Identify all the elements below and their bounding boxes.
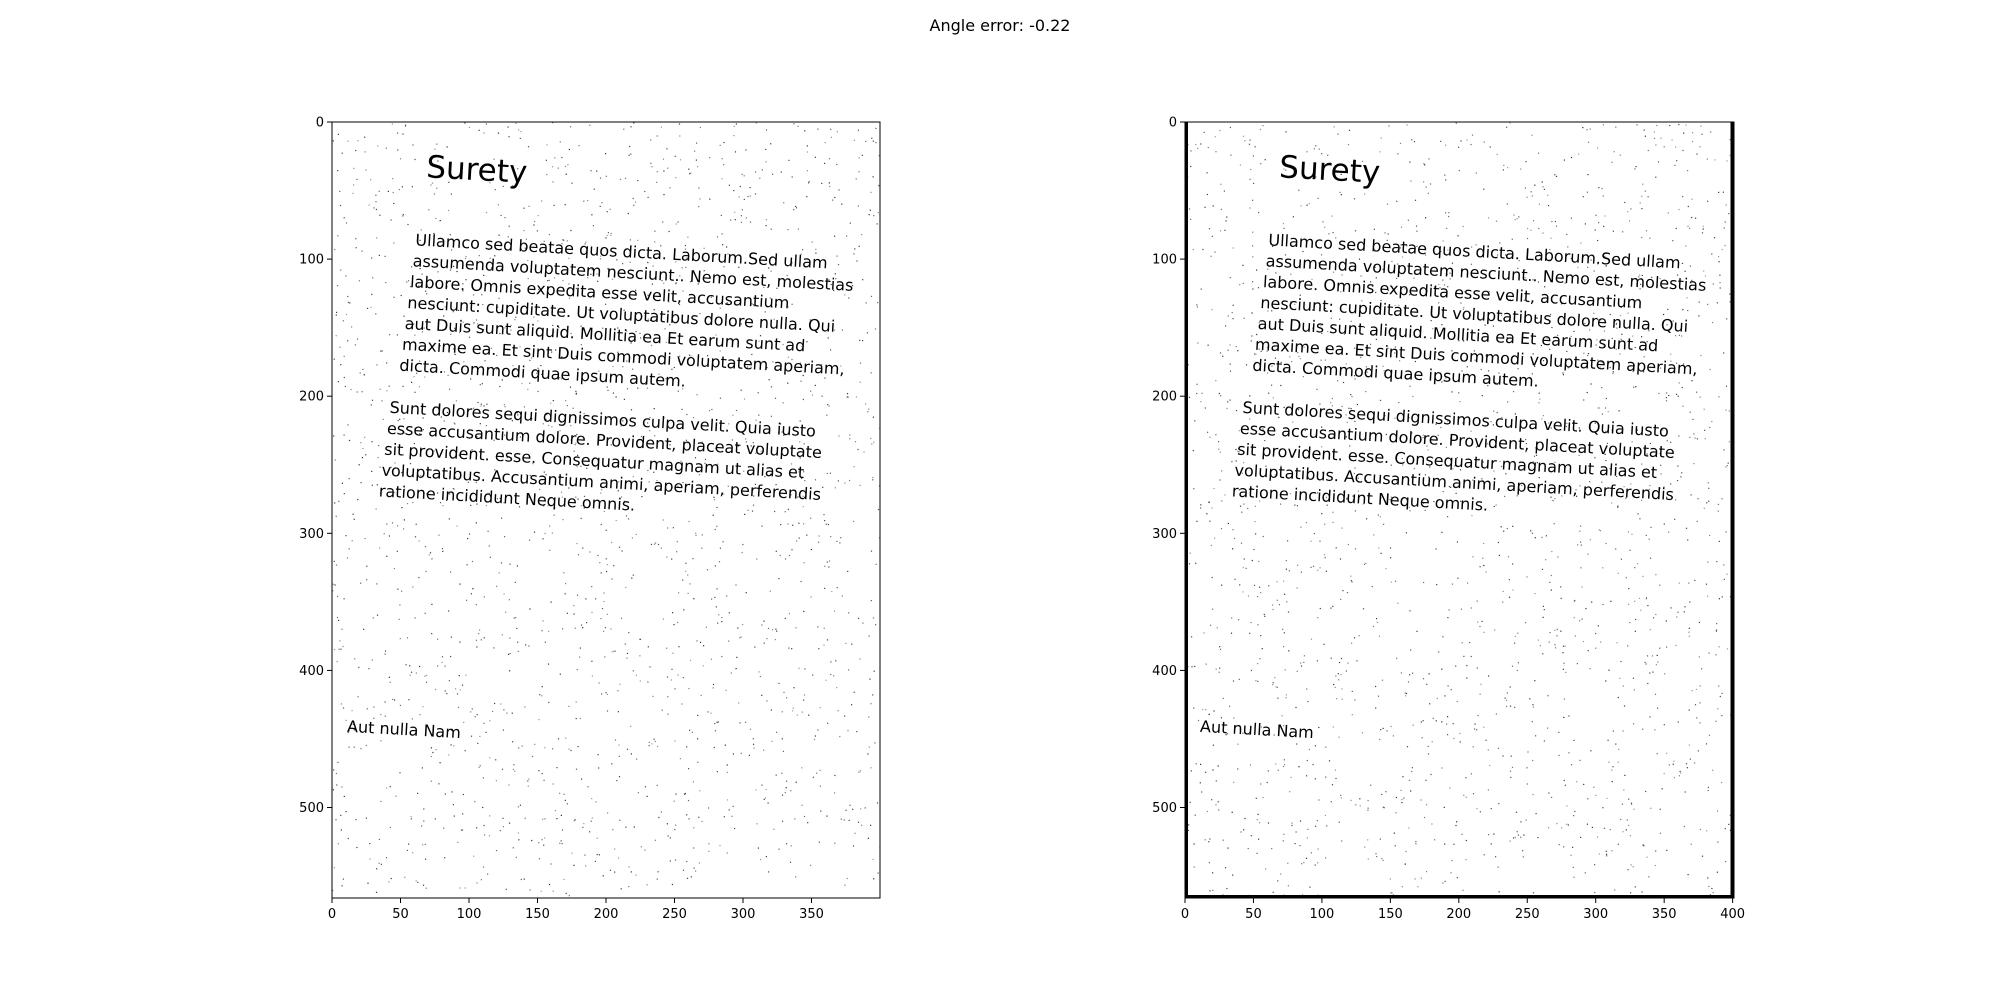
x-tick-label: 200 bbox=[1446, 907, 1471, 922]
image-area bbox=[1185, 122, 1734, 898]
x-tick-label: 350 bbox=[799, 907, 824, 922]
x-tick-label: 250 bbox=[1515, 907, 1540, 922]
x-tick-label: 250 bbox=[662, 907, 687, 922]
image-area bbox=[332, 122, 880, 898]
y-tick-label: 200 bbox=[1152, 390, 1177, 405]
noise-speckles bbox=[332, 122, 880, 898]
x-tick-label: 350 bbox=[1652, 907, 1677, 922]
y-tick-label: 400 bbox=[1152, 664, 1177, 679]
x-tick-label: 300 bbox=[1583, 907, 1608, 922]
y-tick-label: 300 bbox=[299, 527, 324, 542]
document-title: Surety bbox=[425, 149, 528, 191]
noise-speckles bbox=[1185, 122, 1734, 898]
x-tick-label: 150 bbox=[1378, 907, 1403, 922]
x-tick-label: 0 bbox=[328, 907, 336, 922]
x-tick-label: 200 bbox=[594, 907, 619, 922]
y-tick-label: 500 bbox=[1152, 801, 1177, 816]
x-tick-label: 0 bbox=[1181, 907, 1189, 922]
x-tick-label: 100 bbox=[1309, 907, 1334, 922]
figure-title: Angle error: -0.22 bbox=[929, 16, 1071, 35]
document-title: Surety bbox=[1278, 149, 1381, 191]
y-tick-label: 400 bbox=[299, 664, 324, 679]
x-tick-label: 300 bbox=[731, 907, 756, 922]
y-tick-label: 300 bbox=[1152, 527, 1177, 542]
y-tick-label: 200 bbox=[299, 390, 324, 405]
axes-frame bbox=[1184, 121, 1735, 899]
x-tick-label: 150 bbox=[525, 907, 550, 922]
x-tick-label: 50 bbox=[392, 907, 409, 922]
y-tick-label: 0 bbox=[1169, 116, 1177, 131]
y-tick-label: 100 bbox=[1152, 253, 1177, 268]
y-tick-label: 100 bbox=[299, 253, 324, 268]
x-tick-label: 400 bbox=[1720, 907, 1745, 922]
y-tick-label: 500 bbox=[299, 801, 324, 816]
y-tick-label: 0 bbox=[316, 116, 324, 131]
x-tick-label: 50 bbox=[1245, 907, 1262, 922]
x-tick-label: 100 bbox=[457, 907, 482, 922]
